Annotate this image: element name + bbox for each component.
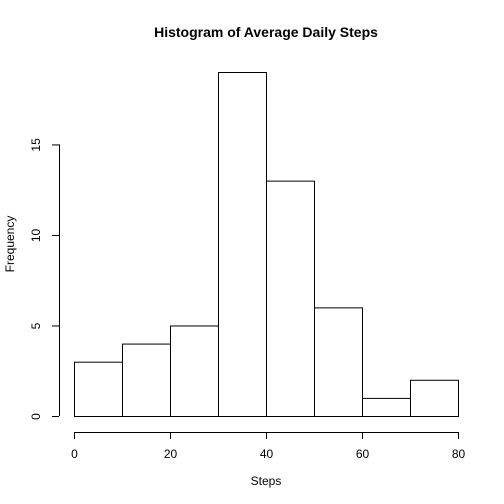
- y-axis-label: Frequency: [3, 216, 17, 273]
- bars-group: [74, 72, 459, 418]
- histogram-bar: [314, 307, 363, 417]
- y-tick-label: 0: [29, 413, 43, 420]
- histogram-bar: [122, 343, 171, 417]
- histogram-bar: [170, 325, 219, 418]
- histogram-bar: [362, 397, 411, 418]
- x-tick-label: 0: [71, 447, 78, 461]
- histogram-bar: [266, 180, 315, 417]
- histogram-bar: [74, 361, 123, 417]
- histogram-bar: [218, 72, 267, 417]
- histogram-bar: [410, 379, 459, 417]
- y-tick-label: 15: [29, 138, 43, 152]
- x-tick-label: 80: [452, 447, 466, 461]
- x-tick-label: 40: [260, 447, 274, 461]
- x-tick-label: 20: [164, 447, 178, 461]
- chart-title: Histogram of Average Daily Steps: [154, 24, 378, 40]
- x-tick-label: 60: [356, 447, 370, 461]
- x-axis: 0 20 40 60 80: [71, 432, 465, 461]
- y-tick-label: 10: [29, 228, 43, 242]
- y-tick-label: 5: [29, 322, 43, 329]
- y-axis: 0 5 10 15: [29, 138, 60, 420]
- x-axis-label: Steps: [251, 474, 282, 488]
